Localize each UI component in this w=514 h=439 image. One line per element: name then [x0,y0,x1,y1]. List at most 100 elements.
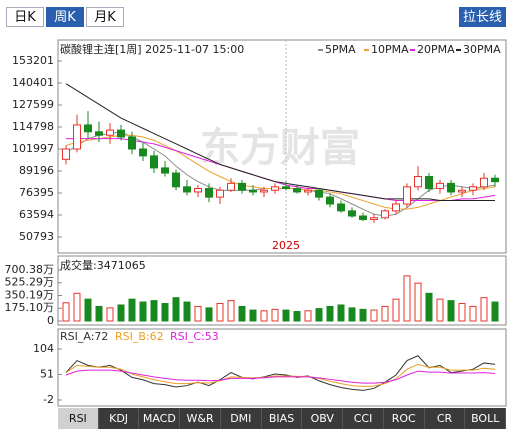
candle-body [425,175,433,190]
volume-bar [194,305,202,322]
volume-bar [304,310,312,322]
indicator-tabs: RSI KDJ MACD W&R DMI BIAS OBV CCI ROC CR BOLL [58,408,507,429]
legend-label: RSI_C:53 [170,330,219,343]
y-tick-label: 140401 [12,76,54,89]
candle-body [249,189,257,193]
indicator-tab[interactable]: W&R [180,408,221,429]
candle-body [337,203,345,212]
indicator-tab[interactable]: MACD [139,408,181,429]
volume-bar [469,305,477,322]
candle-body [480,177,488,188]
candle-body [469,186,477,191]
volume-bar [381,305,389,322]
volume-bar [436,298,444,322]
candle-body [106,129,114,136]
indicator-tab[interactable]: BIAS [261,408,303,429]
volume-bar [271,308,279,322]
y-tick-label: 51 [40,368,54,381]
candle-body [315,189,323,198]
candle-body [73,124,81,150]
period-button[interactable]: 月K [86,7,124,27]
indicator-line [65,363,496,388]
y-tick-label: 104 [33,342,54,355]
volume-bar [238,305,246,322]
candle-body [183,186,191,193]
candle-body [128,136,136,150]
volume-bar [249,309,257,322]
candle-body [348,210,356,217]
volume-bar [282,309,290,322]
candle-body [150,155,158,169]
volume-bar [73,292,81,322]
candle-body [392,203,400,212]
legend-label: 20PMA [417,43,455,56]
indicator-line [65,134,496,210]
candle-body [293,188,301,193]
volume-bar [359,308,367,322]
y-tick-label: 175.10万 [5,301,55,314]
indicator-tab[interactable]: ROC [383,408,425,429]
indicator-tab[interactable]: DMI [220,408,262,429]
legend-label: RSI_A:72 [60,330,108,343]
indicator-line [65,83,495,202]
candle-body [117,129,125,138]
candle-body [370,217,378,220]
candle-body [205,188,213,198]
period-button[interactable]: 周K [46,7,84,27]
volume-bar [260,310,268,322]
candle-body [84,124,92,133]
candle-body [414,175,422,188]
candle-body [139,148,147,157]
y-tick-label: 76395 [19,186,54,199]
y-tick-label: 50793 [19,230,54,243]
indicator-tab[interactable]: OBV [302,408,344,429]
volume-bar [392,298,400,322]
indicator-tab[interactable]: KDJ [98,408,140,429]
volume-bar [216,303,224,322]
watermark: 东方财富 [200,125,360,171]
y-tick-label: 114798 [12,120,54,133]
volume-bar [458,303,466,322]
indicator-tab[interactable]: CCI [343,408,384,429]
indicator-tab[interactable]: BOLL [465,408,507,429]
volume-bar [491,301,499,322]
y-tick-label: -2 [43,393,54,406]
legend-label: 10PMA [371,43,409,56]
y-tick-label: 525.29万 [5,276,55,289]
volume-bar [337,304,345,322]
candle-body [216,189,224,198]
legend-label: 30PMA [463,43,501,56]
y-tick-label: 63594 [19,208,54,221]
y-tick-label: 89196 [19,164,54,177]
volume-bar [370,309,378,322]
y-tick-label: 350.19万 [5,289,55,302]
indicator-tab[interactable]: CR [424,408,466,429]
volume-bar [315,308,323,322]
volume-bar [293,311,301,322]
volume-bar [62,302,70,322]
panel-frame [57,328,507,407]
indicator-tab[interactable]: RSI [58,408,99,429]
volume-bar [447,300,455,322]
indicator-line [65,369,496,384]
panel-title: 成交量:3471065 [60,258,146,272]
volume-bar [326,305,334,322]
volume-bar [348,307,356,322]
volume-bar [84,298,92,322]
y-tick-label: 127599 [12,98,54,111]
candle-body [194,188,202,193]
volume-bar [227,300,235,322]
volume-bar [95,305,103,322]
volume-bar [128,298,136,322]
volume-bar [403,275,411,322]
candle-body [381,210,389,219]
candle-body [227,182,235,191]
candle-body [238,182,246,191]
volume-bar [139,301,147,322]
y-tick-label: 0 [47,314,54,327]
period-button[interactable]: 日K [6,7,44,27]
volume-bar [414,282,422,322]
panel-title: 碳酸锂主连[1周] 2025-11-07 15:00 [60,42,244,56]
stretch-button[interactable]: 拉长线 [459,7,506,27]
